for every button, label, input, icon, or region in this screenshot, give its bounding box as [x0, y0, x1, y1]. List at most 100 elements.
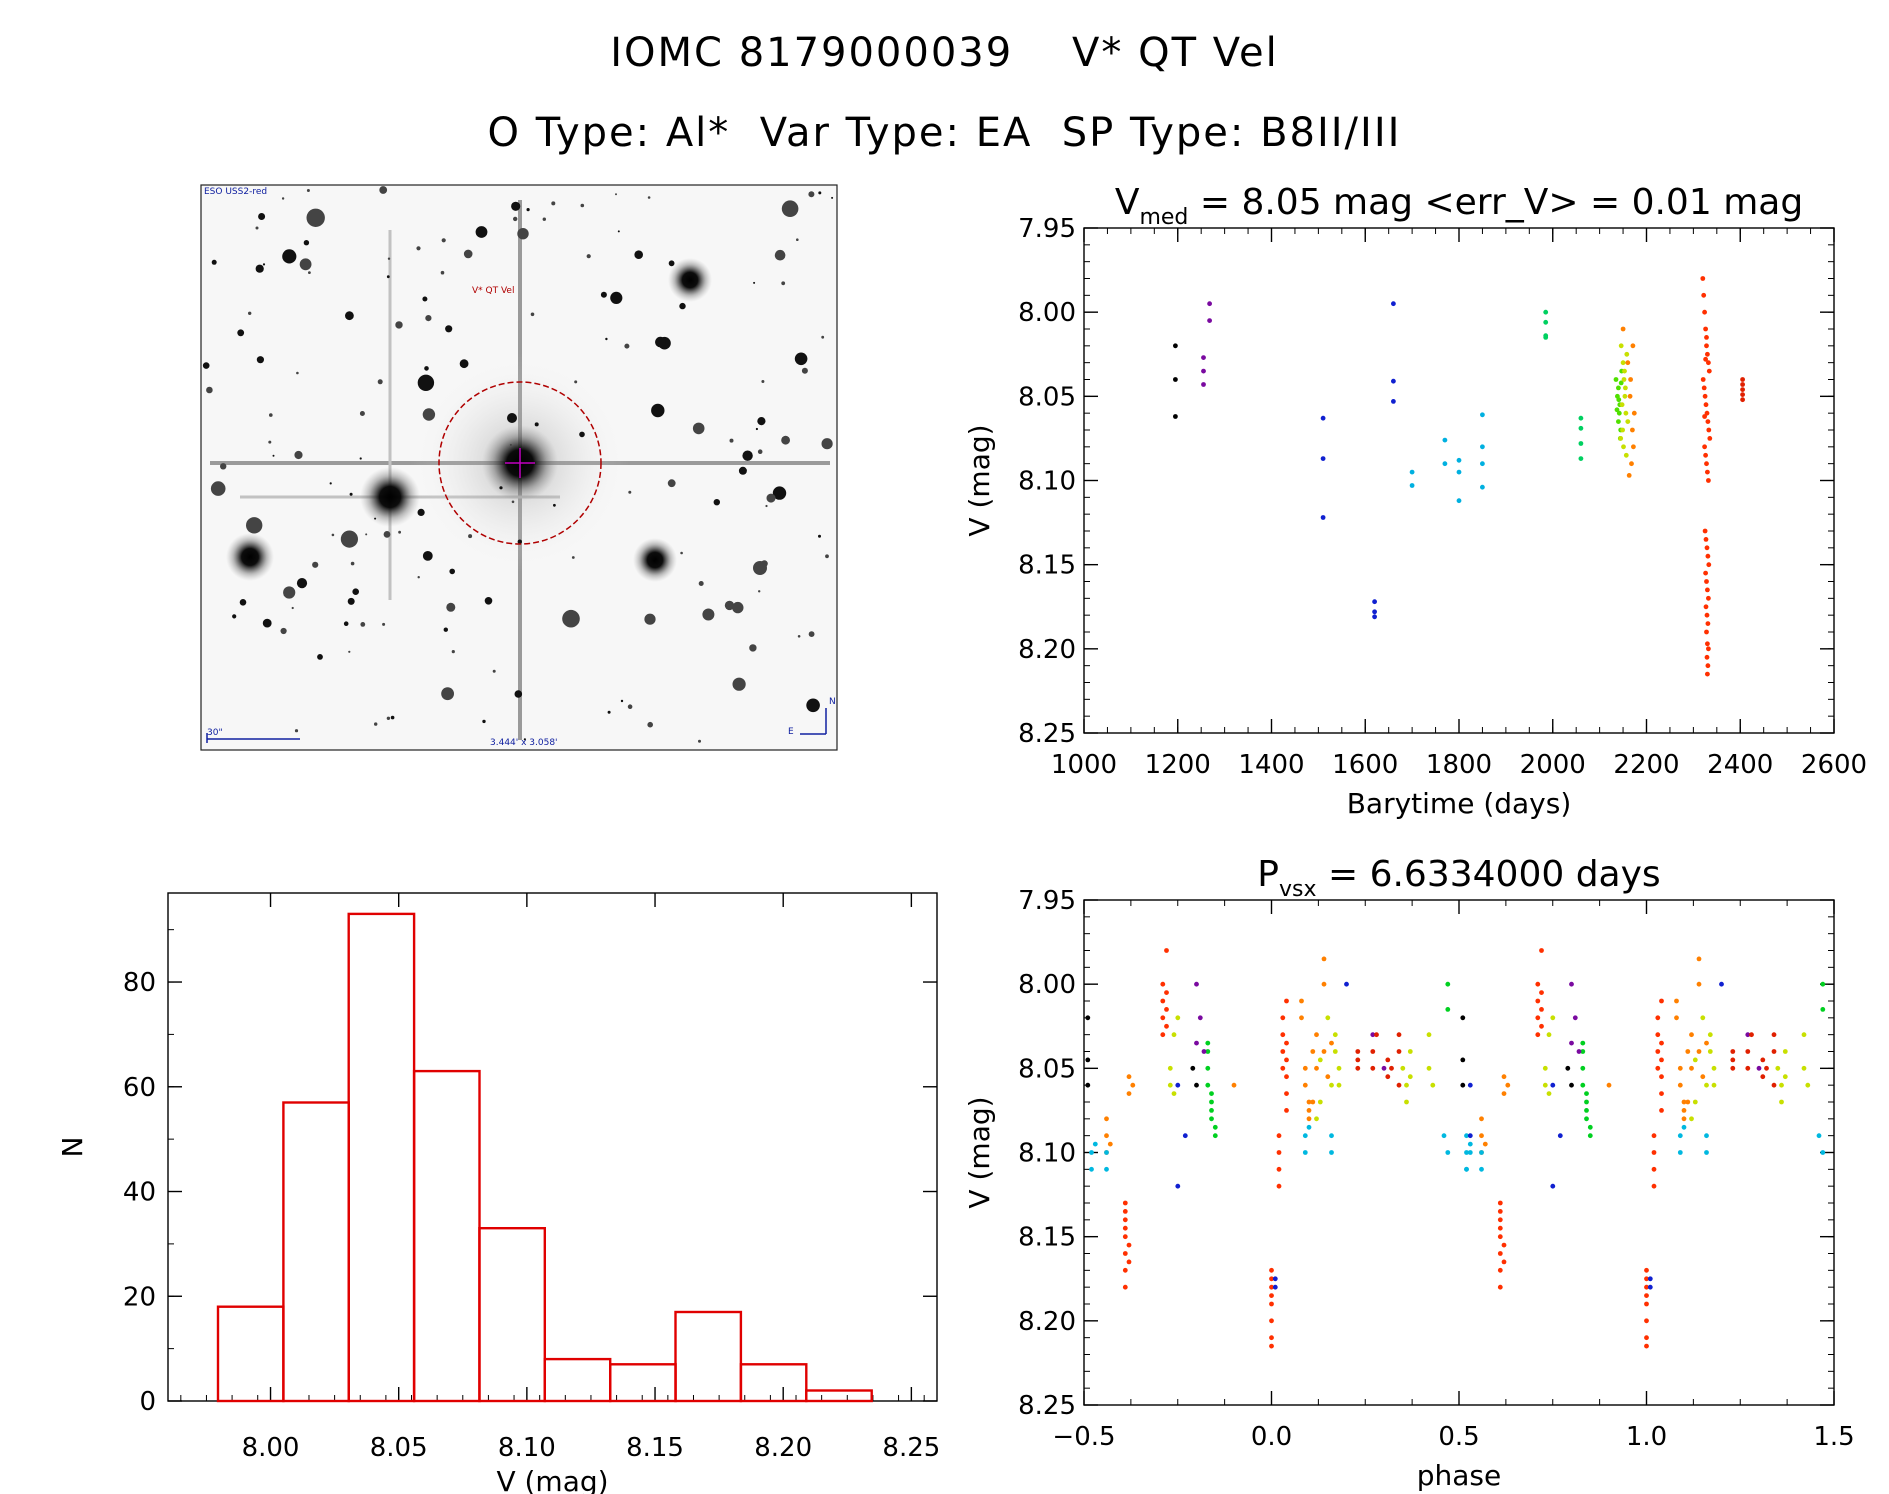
lightcurve-point	[1706, 646, 1711, 652]
lightcurve-xtick-label: 1200	[1145, 750, 1211, 780]
phase-point	[1306, 1124, 1312, 1130]
lightcurve-point	[1543, 309, 1549, 315]
phase-point	[1659, 998, 1664, 1004]
phase-point	[1704, 1150, 1709, 1155]
phase-point	[1306, 1116, 1312, 1122]
phase-point	[1269, 1293, 1274, 1298]
phase-point	[1089, 1166, 1094, 1172]
lightcurve-axes-frame	[1083, 227, 1835, 734]
phase-point	[1696, 981, 1702, 987]
phase-point	[1171, 1091, 1177, 1096]
phase-point	[1539, 990, 1544, 995]
lightcurve-point	[1543, 319, 1549, 325]
phase-point	[1771, 1049, 1777, 1054]
lightcurve-point	[1613, 377, 1619, 382]
lightcurve-point	[1623, 410, 1629, 416]
phase-point	[1122, 1284, 1128, 1290]
phase-point	[1659, 1091, 1664, 1096]
lightcurve-point	[1704, 654, 1710, 660]
phase-point	[1539, 1023, 1544, 1029]
phase-point	[1269, 1276, 1274, 1282]
lightcurve-point	[1740, 382, 1745, 387]
phase-point	[1696, 956, 1702, 962]
lightcurve-point	[1702, 393, 1708, 399]
phase-point	[1782, 1074, 1788, 1080]
lightcurve-point	[1700, 377, 1706, 382]
phase-point	[1194, 981, 1199, 987]
phase-point	[1314, 1032, 1319, 1038]
phase-point	[1284, 998, 1289, 1004]
lightcurve-point	[1706, 368, 1712, 374]
phase-point	[1284, 1108, 1289, 1113]
phase-point	[1677, 1150, 1683, 1155]
phase-point	[1644, 1276, 1649, 1282]
phase-point	[1201, 1049, 1207, 1054]
lightcurve-ytick-label: 7.95	[1018, 214, 1076, 244]
lightcurve-point	[1619, 402, 1625, 408]
phase-point	[1171, 1032, 1177, 1038]
phase-point	[1756, 1065, 1762, 1071]
hist-ytick-label: 40	[123, 1178, 156, 1208]
phase-point	[1584, 1091, 1589, 1096]
phase-point	[1606, 1082, 1612, 1088]
lightcurve-point	[1703, 356, 1708, 362]
phase-point	[1306, 1108, 1312, 1113]
phase-point	[1681, 1124, 1687, 1130]
phase-point	[1580, 1049, 1586, 1054]
phase-point	[1497, 1225, 1503, 1231]
phase-point	[1280, 1032, 1286, 1038]
phase-point	[1329, 1150, 1334, 1155]
lightcurve-point	[1620, 326, 1626, 332]
phase-point	[1385, 1074, 1391, 1080]
lightcurve-point	[1372, 609, 1377, 615]
phase-point	[1355, 1057, 1361, 1063]
lightcurve-point	[1705, 663, 1711, 669]
lightcurve-point	[1622, 393, 1628, 399]
lightcurve-point	[1578, 441, 1584, 446]
phase-point	[1801, 1065, 1807, 1071]
lightcurve-point	[1704, 579, 1709, 584]
phase-point	[1711, 1065, 1717, 1071]
phase-point	[1655, 1065, 1661, 1071]
phase-point	[1689, 1065, 1694, 1071]
phase-axes-frame	[1083, 899, 1835, 1406]
phase-point	[1505, 1082, 1511, 1088]
phase-point	[1651, 1183, 1657, 1189]
phase-point	[1104, 1133, 1109, 1139]
phase-point	[1314, 1116, 1319, 1122]
phase-point	[1576, 1049, 1582, 1054]
lightcurve-point	[1740, 397, 1745, 403]
phase-point	[1381, 1065, 1387, 1071]
lightcurve-point	[1618, 380, 1624, 386]
phase-point	[1122, 1217, 1128, 1223]
lightcurve-point	[1620, 427, 1625, 433]
phase-point	[1329, 1133, 1334, 1139]
phase-point	[1182, 1133, 1188, 1139]
phase-xtick-label: 0.0	[1251, 1422, 1292, 1452]
lightcurve-point	[1705, 671, 1710, 677]
phase-point	[1167, 1082, 1173, 1088]
phase-point	[1730, 1049, 1736, 1054]
lightcurve-point	[1701, 292, 1707, 298]
hist-ytick-label: 0	[139, 1387, 156, 1417]
hist-ylabel: N	[56, 1137, 89, 1158]
lightcurve-point	[1702, 309, 1707, 315]
lightcurve-point	[1702, 528, 1708, 534]
phase-point	[1569, 981, 1574, 987]
phase-point	[1497, 1234, 1503, 1240]
lightcurve-point	[1706, 595, 1711, 601]
lightcurve-point	[1705, 419, 1711, 424]
phase-point	[1122, 1234, 1128, 1240]
lightcurve-point	[1442, 461, 1448, 467]
phase-point	[1749, 1032, 1754, 1038]
phase-point	[1550, 1183, 1556, 1189]
phase-point	[1160, 981, 1166, 987]
phase-point	[1284, 1040, 1289, 1046]
phase-point	[1771, 1082, 1777, 1088]
phase-point	[1696, 1049, 1702, 1054]
phase-point	[1651, 1166, 1657, 1172]
lightcurve-xtick-label: 2200	[1613, 750, 1679, 780]
phase-point	[1104, 1150, 1109, 1155]
phase-point	[1479, 1166, 1484, 1172]
phase-point	[1299, 1015, 1304, 1021]
